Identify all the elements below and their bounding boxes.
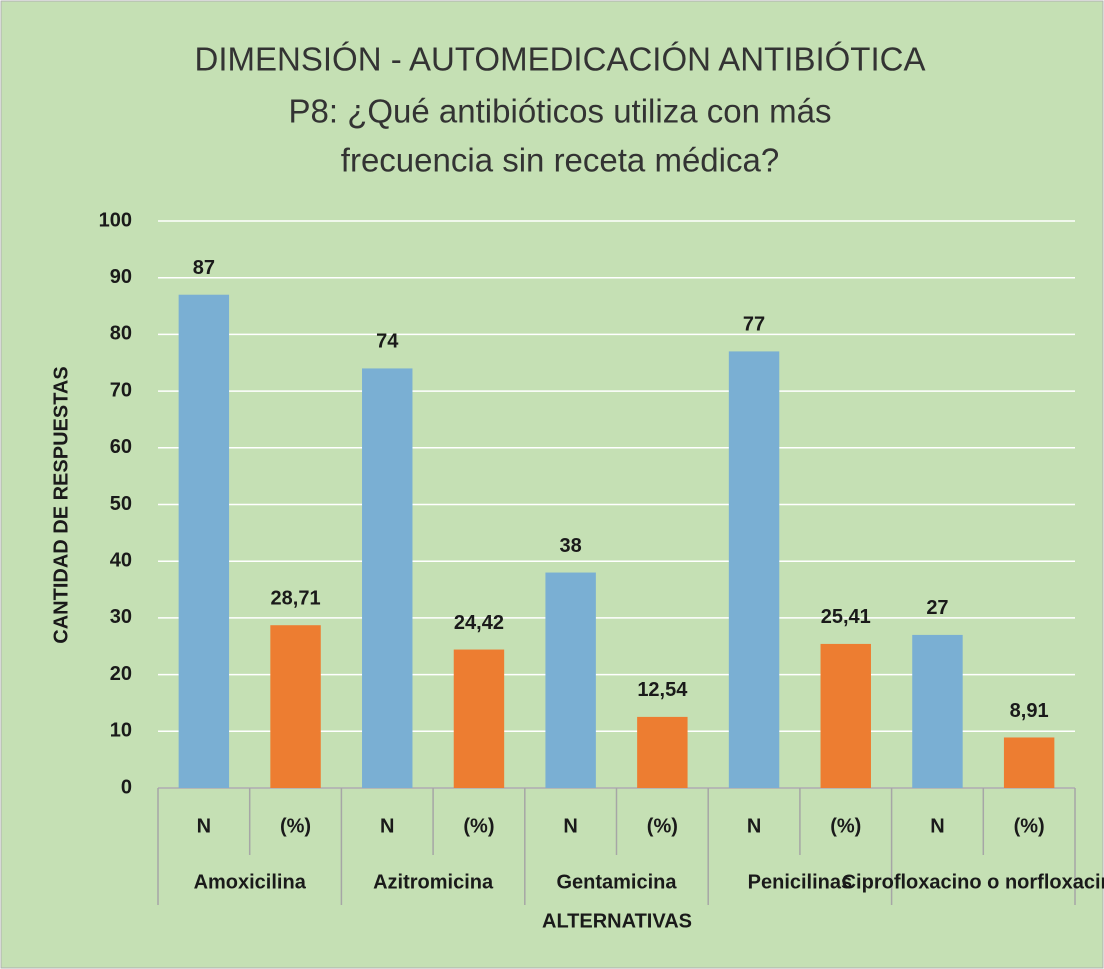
- y-tick-label: 80: [110, 323, 132, 345]
- data-label: 28,71: [271, 587, 321, 609]
- bar: [362, 368, 413, 788]
- bar: [453, 649, 505, 788]
- y-tick-label: 0: [121, 776, 132, 798]
- x-tick-label: (%): [1014, 815, 1045, 837]
- x-tick-label: (%): [830, 815, 861, 837]
- y-tick-label: 70: [110, 379, 132, 401]
- y-tick-label: 20: [110, 663, 132, 685]
- y-tick-label: 100: [99, 209, 132, 231]
- bar: [912, 634, 963, 788]
- x-tick-label: N: [197, 815, 211, 837]
- chart-title: DIMENSIÓN - AUTOMEDICACIÓN ANTIBIÓTICA: [195, 41, 926, 78]
- y-axis-title: CANTIDAD DE RESPUESTAS: [50, 366, 72, 643]
- group-label: Ciprofloxacino o norfloxacino: [842, 871, 1104, 893]
- x-tick-label: N: [930, 815, 944, 837]
- data-label: 25,41: [821, 606, 871, 628]
- x-tick-label: (%): [463, 815, 494, 837]
- y-tick-label: 60: [110, 436, 132, 458]
- group-label: Penicilinas: [748, 871, 853, 893]
- chart-title: frecuencia sin receta médica?: [341, 142, 779, 179]
- x-tick-label: (%): [280, 815, 311, 837]
- data-label: 74: [376, 331, 399, 353]
- y-tick-label: 90: [110, 266, 132, 288]
- data-label: 38: [560, 535, 582, 557]
- data-label: 77: [743, 314, 765, 336]
- y-tick-label: 30: [110, 606, 132, 628]
- data-label: 8,91: [1010, 700, 1049, 722]
- y-tick-label: 40: [110, 549, 132, 571]
- bar: [178, 294, 230, 788]
- data-label: 27: [926, 597, 948, 619]
- chart-title: P8: ¿Qué antibióticos utiliza con más: [289, 93, 832, 130]
- group-label: Gentamicina: [556, 871, 677, 893]
- bar: [637, 716, 688, 788]
- data-label: 12,54: [637, 679, 688, 701]
- group-label: Amoxicilina: [194, 871, 307, 893]
- y-tick-label: 10: [110, 720, 132, 742]
- x-tick-label: N: [380, 815, 394, 837]
- x-tick-label: (%): [647, 815, 678, 837]
- x-tick-label: N: [563, 815, 577, 837]
- bar: [545, 572, 596, 788]
- bar: [820, 643, 871, 788]
- group-label: Azitromicina: [373, 871, 494, 893]
- x-axis-title: ALTERNATIVAS: [542, 910, 692, 932]
- data-label: 87: [193, 257, 215, 279]
- y-tick-label: 50: [110, 493, 132, 515]
- data-label: 24,42: [454, 612, 504, 634]
- bar: [1003, 737, 1055, 788]
- bar: [270, 625, 321, 788]
- bar: [728, 351, 780, 788]
- x-tick-label: N: [747, 815, 761, 837]
